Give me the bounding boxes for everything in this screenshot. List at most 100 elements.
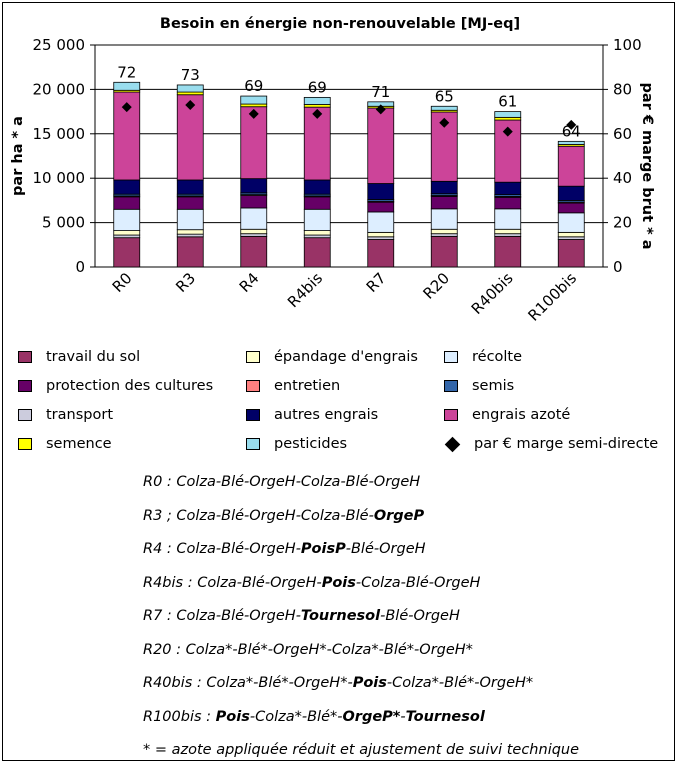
legend-label: par € marge semi-directe	[474, 436, 659, 452]
data-label: 71	[371, 83, 390, 101]
figure-frame	[2, 2, 675, 761]
x-tick-label: R20	[419, 269, 453, 303]
legend-item: épandage d'engrais	[246, 349, 418, 365]
note-highlight: Tournesol	[405, 708, 485, 725]
bar-segment	[367, 211, 395, 233]
bar-segment	[367, 231, 395, 238]
bar-segment	[113, 230, 141, 236]
note-text: -Blé-OrgeH	[345, 541, 426, 557]
bar-segment	[430, 208, 458, 230]
bar-segment	[557, 231, 585, 238]
note-text: R20 : Colza*-Blé*-OrgeH*-Colza*-Blé*-Org…	[143, 641, 473, 658]
bar-segment	[557, 140, 585, 145]
note-text: -	[400, 708, 406, 725]
bar-segment	[494, 235, 522, 268]
y-tick-label: 25 000	[33, 36, 86, 54]
bar-segment	[557, 202, 585, 214]
note-highlight: PoisP	[300, 541, 346, 557]
legend-item: travail du sol	[18, 349, 140, 365]
chart-legend: travail du sol protection des cultures tra…	[0, 340, 679, 460]
x-tick-label: R3	[172, 269, 199, 296]
bar-segment	[430, 235, 458, 268]
note-text: * = azote appliquée réduit et ajustement…	[143, 742, 580, 758]
note-line: R7 : Colza-Blé-OrgeH-Tournesol-Blé-OrgeH	[143, 605, 673, 639]
chart-title: Besoin en énergie non-renouvelable [MJ-e…	[160, 16, 520, 32]
marker-point	[248, 108, 259, 119]
bar-segment	[430, 196, 458, 210]
bar-segment	[176, 84, 204, 93]
note-line: * = azote appliquée réduit et ajustement…	[143, 739, 673, 773]
legend-diamond-marker	[444, 436, 461, 452]
note-line: R0 : Colza-Blé-OrgeH-Colza-Blé-OrgeH	[143, 471, 673, 505]
bar-segment	[557, 239, 585, 268]
bar-segment	[303, 208, 331, 231]
note-highlight: Pois	[352, 675, 387, 691]
bar-segment	[367, 183, 395, 200]
legend-label: épandage d'engrais	[274, 349, 418, 365]
bar-segment	[113, 208, 141, 231]
legend-swatch	[18, 351, 32, 363]
legend-item: par € marge semi-directe	[444, 436, 658, 452]
bar-segment	[240, 178, 268, 194]
note-highlight: OrgeP	[373, 507, 425, 524]
legend-label: entretien	[274, 378, 341, 394]
legend-label: autres engrais	[274, 407, 379, 423]
legend-swatch	[246, 380, 260, 392]
bar-segment	[494, 208, 522, 230]
legend-label: récolte	[472, 349, 523, 365]
data-label: 61	[498, 93, 517, 111]
marker-point	[185, 99, 196, 110]
y2-tick-label: 0	[613, 258, 623, 276]
note-text: R3 ; Colza-Blé-OrgeH-Colza-Blé-	[143, 507, 374, 524]
note-text: -Colza-Blé-OrgeH	[355, 574, 481, 591]
data-label: 65	[435, 87, 454, 105]
bar-segment	[113, 179, 141, 195]
note-highlight: Pois	[321, 574, 356, 591]
note-text: R40bis : Colza*-Blé*-OrgeH*-	[143, 675, 353, 691]
note-text: R100bis :	[143, 708, 216, 725]
y2-tick-label: 80	[613, 80, 632, 98]
note-text: -Blé-OrgeH	[380, 608, 460, 624]
note-line: R3 ; Colza-Blé-OrgeH-Colza-Blé-OrgeP	[143, 505, 673, 539]
legend-swatch	[18, 380, 32, 392]
legend-item: semis	[444, 378, 514, 394]
bar-segment	[113, 196, 141, 210]
data-label: 72	[117, 63, 136, 81]
plot-area	[94, 44, 604, 268]
note-highlight: Tournesol	[300, 608, 381, 624]
y2-axis-label: par € marge brut * a	[639, 82, 655, 249]
legend-swatch	[246, 438, 260, 450]
legend-swatch	[18, 438, 32, 450]
bar-segment	[176, 179, 204, 195]
bar-segment	[176, 229, 204, 235]
bar-segment	[176, 208, 204, 231]
x-tick-label: R4	[236, 269, 263, 296]
data-label: 73	[181, 66, 200, 84]
marker-point	[439, 117, 450, 128]
bar-segment	[303, 237, 331, 268]
marker-point	[121, 102, 132, 113]
stacked-bar-chart: Besoin en énergie non-renouvelable [MJ-e…	[10, 16, 655, 325]
legend-swatch	[444, 351, 458, 363]
note-line: R20 : Colza*-Blé*-OrgeH*-Colza*-Blé*-Org…	[143, 639, 673, 673]
bar-segment	[430, 105, 458, 111]
legend-swatch	[246, 409, 260, 421]
legend-label: semis	[472, 378, 515, 394]
bar-segment	[303, 230, 331, 236]
x-tick-label: R40bis	[468, 269, 517, 318]
legend-label: protection des cultures	[46, 378, 214, 394]
legend-swatch	[444, 380, 458, 392]
bar-segment	[240, 195, 268, 209]
note-text: -Colza*-Blé*-	[249, 708, 343, 725]
legend-label: engrais azoté	[472, 407, 571, 423]
note-text: R7 : Colza-Blé-OrgeH-	[143, 608, 301, 624]
bar-segment	[494, 228, 522, 235]
data-label: 69	[244, 77, 263, 95]
legend-item: engrais azoté	[444, 407, 570, 423]
y-tick-label: 5 000	[42, 214, 85, 232]
bar-segment	[494, 181, 522, 196]
legend-swatch	[444, 409, 458, 421]
bar-segment	[494, 196, 522, 210]
bar-segment	[367, 107, 395, 184]
legend-item: transport	[18, 407, 113, 423]
